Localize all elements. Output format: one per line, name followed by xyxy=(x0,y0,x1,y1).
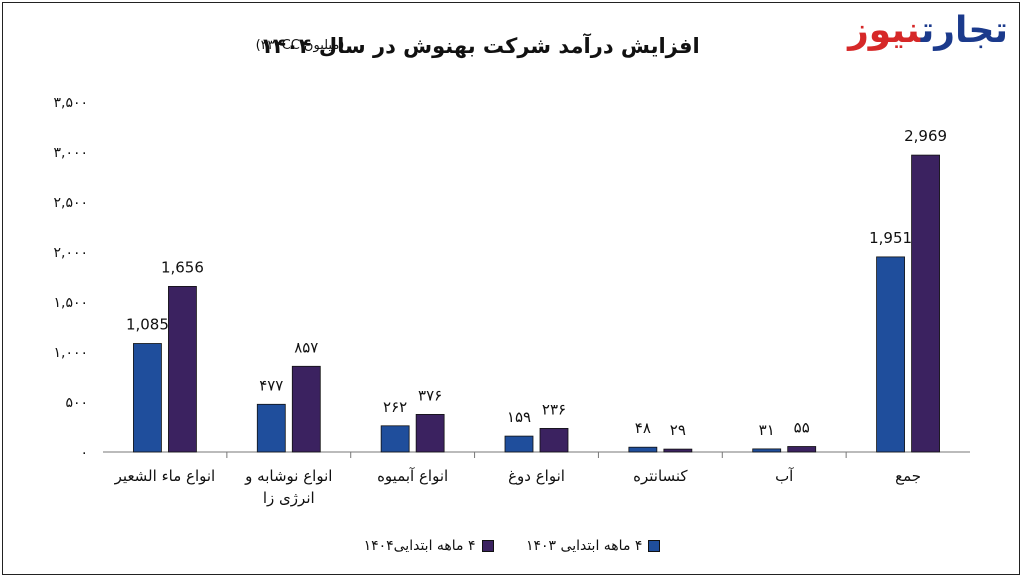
data-label: ۳۷۶ xyxy=(418,386,442,404)
y-tick-label: ۵۰۰ xyxy=(65,395,88,411)
data-label: ۴۸ xyxy=(635,419,651,437)
legend-item-1403: ۴ ماهه ابتدایی ۱۴۰۳ xyxy=(526,538,661,554)
data-label: ۲۳۶ xyxy=(542,400,566,418)
x-tick-label: انواع دوغ xyxy=(508,467,565,485)
bar-1404 xyxy=(911,154,940,453)
bar-1404 xyxy=(415,413,445,453)
data-label: ۸۵۷ xyxy=(294,338,318,356)
data-label: ۵۵ xyxy=(794,419,810,437)
chart-subtitle: (میلیون ۳۳۰CC) xyxy=(255,38,345,53)
x-tick-label: جمع xyxy=(895,467,921,485)
legend-swatch-1403 xyxy=(648,540,661,552)
bar-1404 xyxy=(787,446,817,453)
bar-1404 xyxy=(539,427,569,453)
x-tick-label: انرژی زا xyxy=(263,489,315,507)
bar-1403 xyxy=(133,343,162,453)
data-label: 1,951 xyxy=(869,229,912,247)
y-tick-label: ۱,۵۰۰ xyxy=(53,295,88,311)
chart-title: افزایش درآمد شرکت بهنوش در سال ۱۴۰۴ xyxy=(260,34,700,58)
bar-1404 xyxy=(663,448,693,453)
x-tick-label: آب xyxy=(775,467,794,485)
data-label: ۱۵۹ xyxy=(507,408,531,426)
logo-text-blue: تجارت xyxy=(920,10,1009,51)
y-tick-label: ۱,۰۰۰ xyxy=(53,345,88,361)
data-label: 1,085 xyxy=(126,316,169,334)
bar-1403 xyxy=(876,256,905,453)
legend-swatch-1404 xyxy=(481,540,494,552)
data-label: ۴۷۷ xyxy=(259,376,283,394)
brand-logo: تجارتنیوز xyxy=(848,10,1009,51)
bar-1403 xyxy=(504,435,534,453)
y-tick-label: ۲,۵۰۰ xyxy=(53,195,88,211)
bar-1403 xyxy=(628,446,658,453)
legend-label-1404: ۴ ماهه ابتدایی۱۴۰۴ xyxy=(363,538,476,554)
data-label: ۳۱ xyxy=(759,421,775,439)
bar-1403 xyxy=(256,403,286,453)
y-tick-label: ۰ xyxy=(80,445,88,461)
data-label: ۲۹ xyxy=(670,421,686,439)
data-label: 2,969 xyxy=(904,127,947,145)
x-tick-label: کنسانتره xyxy=(633,467,688,485)
x-tick-label: انواع ماء الشعیر xyxy=(114,467,216,485)
bar-1403 xyxy=(380,425,410,453)
logo-text-red: نیوز xyxy=(848,10,922,51)
bar-1404 xyxy=(168,285,197,453)
bar-1404 xyxy=(291,365,321,453)
bar-1403 xyxy=(752,448,782,453)
y-tick-label: ۲,۰۰۰ xyxy=(53,245,88,261)
data-label: ۲۶۲ xyxy=(383,398,407,416)
legend-label-1403: ۴ ماهه ابتدایی ۱۴۰۳ xyxy=(526,538,643,554)
y-tick-label: ۳,۵۰۰ xyxy=(53,95,88,111)
y-tick-label: ۳,۰۰۰ xyxy=(53,145,88,161)
data-label: 1,656 xyxy=(161,258,204,276)
chart-legend: ۴ ماهه ابتدایی ۱۴۰۳ ۴ ماهه ابتدایی۱۴۰۴ xyxy=(0,538,1024,556)
legend-item-1404: ۴ ماهه ابتدایی۱۴۰۴ xyxy=(364,538,494,554)
x-tick-label: انواع آبمیوه xyxy=(377,467,448,485)
x-tick-label: انواع نوشابه و xyxy=(244,467,332,485)
